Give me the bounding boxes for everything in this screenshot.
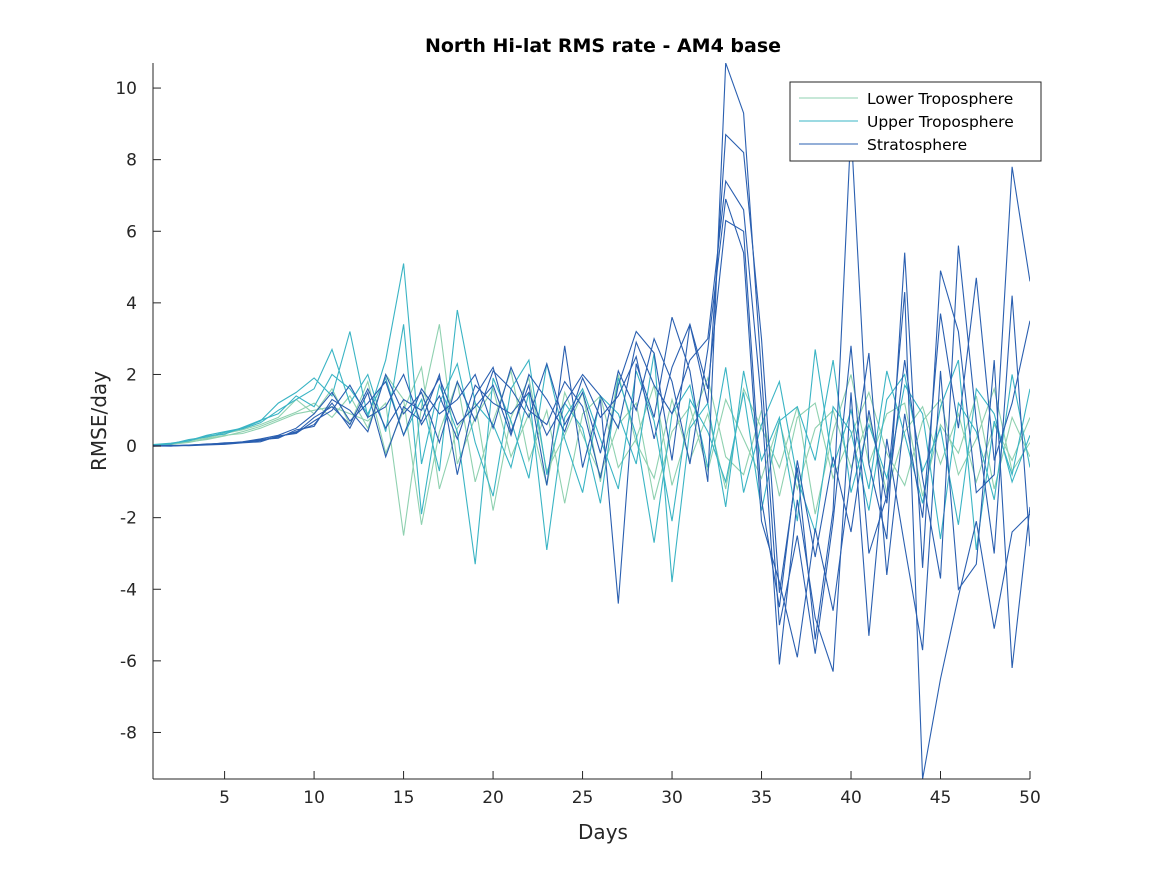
x-tick-label: 45 [930, 788, 952, 808]
series-line-lower-troposphere-2 [153, 368, 1030, 525]
y-tick-label: -8 [120, 723, 137, 743]
x-tick-label: 30 [661, 788, 683, 808]
legend-label: Upper Troposphere [867, 113, 1014, 131]
x-axis-label: Days [578, 820, 628, 844]
y-tick-label: 10 [115, 79, 137, 99]
series-line-stratosphere-8 [153, 127, 1030, 640]
series-line-lower-troposphere-1 [153, 324, 1030, 536]
y-tick-label: -2 [120, 509, 137, 529]
legend-label: Stratosphere [867, 136, 967, 154]
legend: Lower Troposphere Upper Troposphere Strato… [789, 81, 1042, 162]
x-tick-label: 20 [482, 788, 504, 808]
axes: 5 10 15 20 25 30 35 40 45 50 -8 -6 -4 -2 0 2 4 6 8 10 [115, 63, 1041, 808]
series-line-stratosphere-9 [153, 179, 1030, 672]
chart-title: North Hi-lat RMS rate - AM4 base [425, 35, 781, 57]
x-tick-label: 15 [393, 788, 415, 808]
x-tick-label: 5 [219, 788, 230, 808]
x-tick-label: 40 [840, 788, 862, 808]
y-tick-label: 8 [126, 151, 137, 171]
x-tick-label: 25 [572, 788, 594, 808]
y-tick-label: -6 [120, 652, 137, 672]
x-tick-label: 50 [1019, 788, 1041, 808]
series-line-stratosphere-11 [153, 219, 1030, 608]
y-tick-label: 4 [126, 294, 137, 314]
y-tick-label: 6 [126, 222, 137, 242]
y-axis-label: RMSE/day [87, 371, 111, 471]
y-tick-label: 2 [126, 365, 137, 385]
y-tick-label: 0 [126, 437, 137, 457]
series-layer [153, 63, 1030, 779]
legend-label: Lower Troposphere [867, 90, 1013, 108]
series-line-lower-troposphere-3 [153, 365, 1030, 515]
x-tick-label: 10 [303, 788, 325, 808]
y-tick-label: -4 [120, 580, 137, 600]
x-tick-label: 35 [751, 788, 773, 808]
